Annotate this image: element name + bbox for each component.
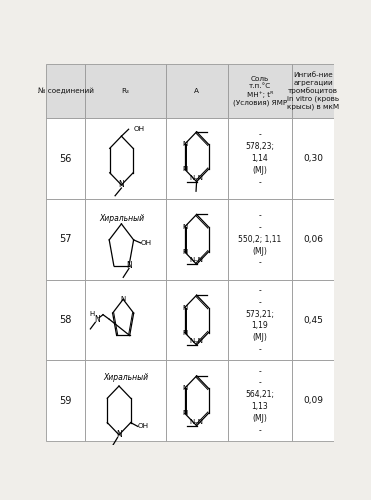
Bar xyxy=(227,118,292,199)
Bar xyxy=(292,360,334,441)
Text: N–N: N–N xyxy=(190,258,204,264)
Text: -
578,23;
1,14
(MJ)
-: - 578,23; 1,14 (MJ) - xyxy=(245,130,275,186)
Text: 0,06: 0,06 xyxy=(303,235,323,244)
Text: N: N xyxy=(182,142,187,148)
Text: N: N xyxy=(182,330,187,336)
Bar xyxy=(166,360,227,441)
Text: R₃: R₃ xyxy=(122,88,129,94)
Text: N: N xyxy=(119,180,124,190)
Text: 57: 57 xyxy=(59,234,72,244)
Bar xyxy=(227,64,292,118)
Bar xyxy=(292,64,334,118)
Text: Соль
т.п.°С
МН⁺; tᴿ
(Условия) ЯМР: Соль т.п.°С МН⁺; tᴿ (Условия) ЯМР xyxy=(233,76,287,106)
Bar xyxy=(85,64,166,118)
Text: 0,09: 0,09 xyxy=(303,396,323,406)
Text: OH: OH xyxy=(134,126,145,132)
Bar xyxy=(85,118,166,199)
Bar xyxy=(166,64,227,118)
Text: N–N: N–N xyxy=(190,338,204,344)
Text: N: N xyxy=(182,386,187,392)
Bar xyxy=(227,199,292,280)
Text: -
-
564,21;
1,13
(MJ)
-: - - 564,21; 1,13 (MJ) - xyxy=(245,367,275,435)
Text: 0,30: 0,30 xyxy=(303,154,323,163)
Text: 0,45: 0,45 xyxy=(303,316,323,324)
Text: 59: 59 xyxy=(60,396,72,406)
Text: Хиральный: Хиральный xyxy=(103,373,148,382)
Bar xyxy=(227,360,292,441)
Text: N: N xyxy=(182,166,187,172)
Text: -
-
573,21;
1,19
(MJ)
-: - - 573,21; 1,19 (MJ) - xyxy=(245,286,275,354)
Bar xyxy=(46,360,85,441)
Text: -
-
550,2; 1,11
(MJ)
-: - - 550,2; 1,11 (MJ) - xyxy=(238,212,282,268)
Text: A: A xyxy=(194,88,199,94)
Bar xyxy=(292,118,334,199)
Bar xyxy=(85,280,166,360)
Text: N: N xyxy=(182,304,187,310)
Text: OH: OH xyxy=(138,424,149,430)
Bar xyxy=(166,199,227,280)
Text: N: N xyxy=(116,430,122,440)
Bar xyxy=(46,64,85,118)
Text: N: N xyxy=(182,249,187,255)
Text: N: N xyxy=(182,410,187,416)
Bar xyxy=(85,199,166,280)
Bar xyxy=(46,118,85,199)
Text: N: N xyxy=(182,224,187,230)
Text: N–N: N–N xyxy=(190,174,204,180)
Bar xyxy=(292,199,334,280)
Text: H: H xyxy=(90,310,95,316)
Bar xyxy=(227,280,292,360)
Bar xyxy=(166,280,227,360)
Text: OH: OH xyxy=(141,240,152,246)
Bar xyxy=(85,360,166,441)
Text: N: N xyxy=(121,296,126,302)
Text: 58: 58 xyxy=(60,315,72,325)
Bar xyxy=(46,280,85,360)
Text: Хиральный: Хиральный xyxy=(99,214,144,222)
Bar xyxy=(166,118,227,199)
Text: N: N xyxy=(94,315,99,324)
Text: № соединений: № соединений xyxy=(38,88,94,94)
Bar xyxy=(46,199,85,280)
Text: N–N: N–N xyxy=(190,418,204,424)
Text: 56: 56 xyxy=(60,154,72,164)
Bar xyxy=(292,280,334,360)
Text: Ингиб-ние
агрегации
тромбоцитов
in vitro (кровь
крысы) в мкМ: Ингиб-ние агрегации тромбоцитов in vitro… xyxy=(287,72,339,110)
Text: N: N xyxy=(126,262,132,270)
